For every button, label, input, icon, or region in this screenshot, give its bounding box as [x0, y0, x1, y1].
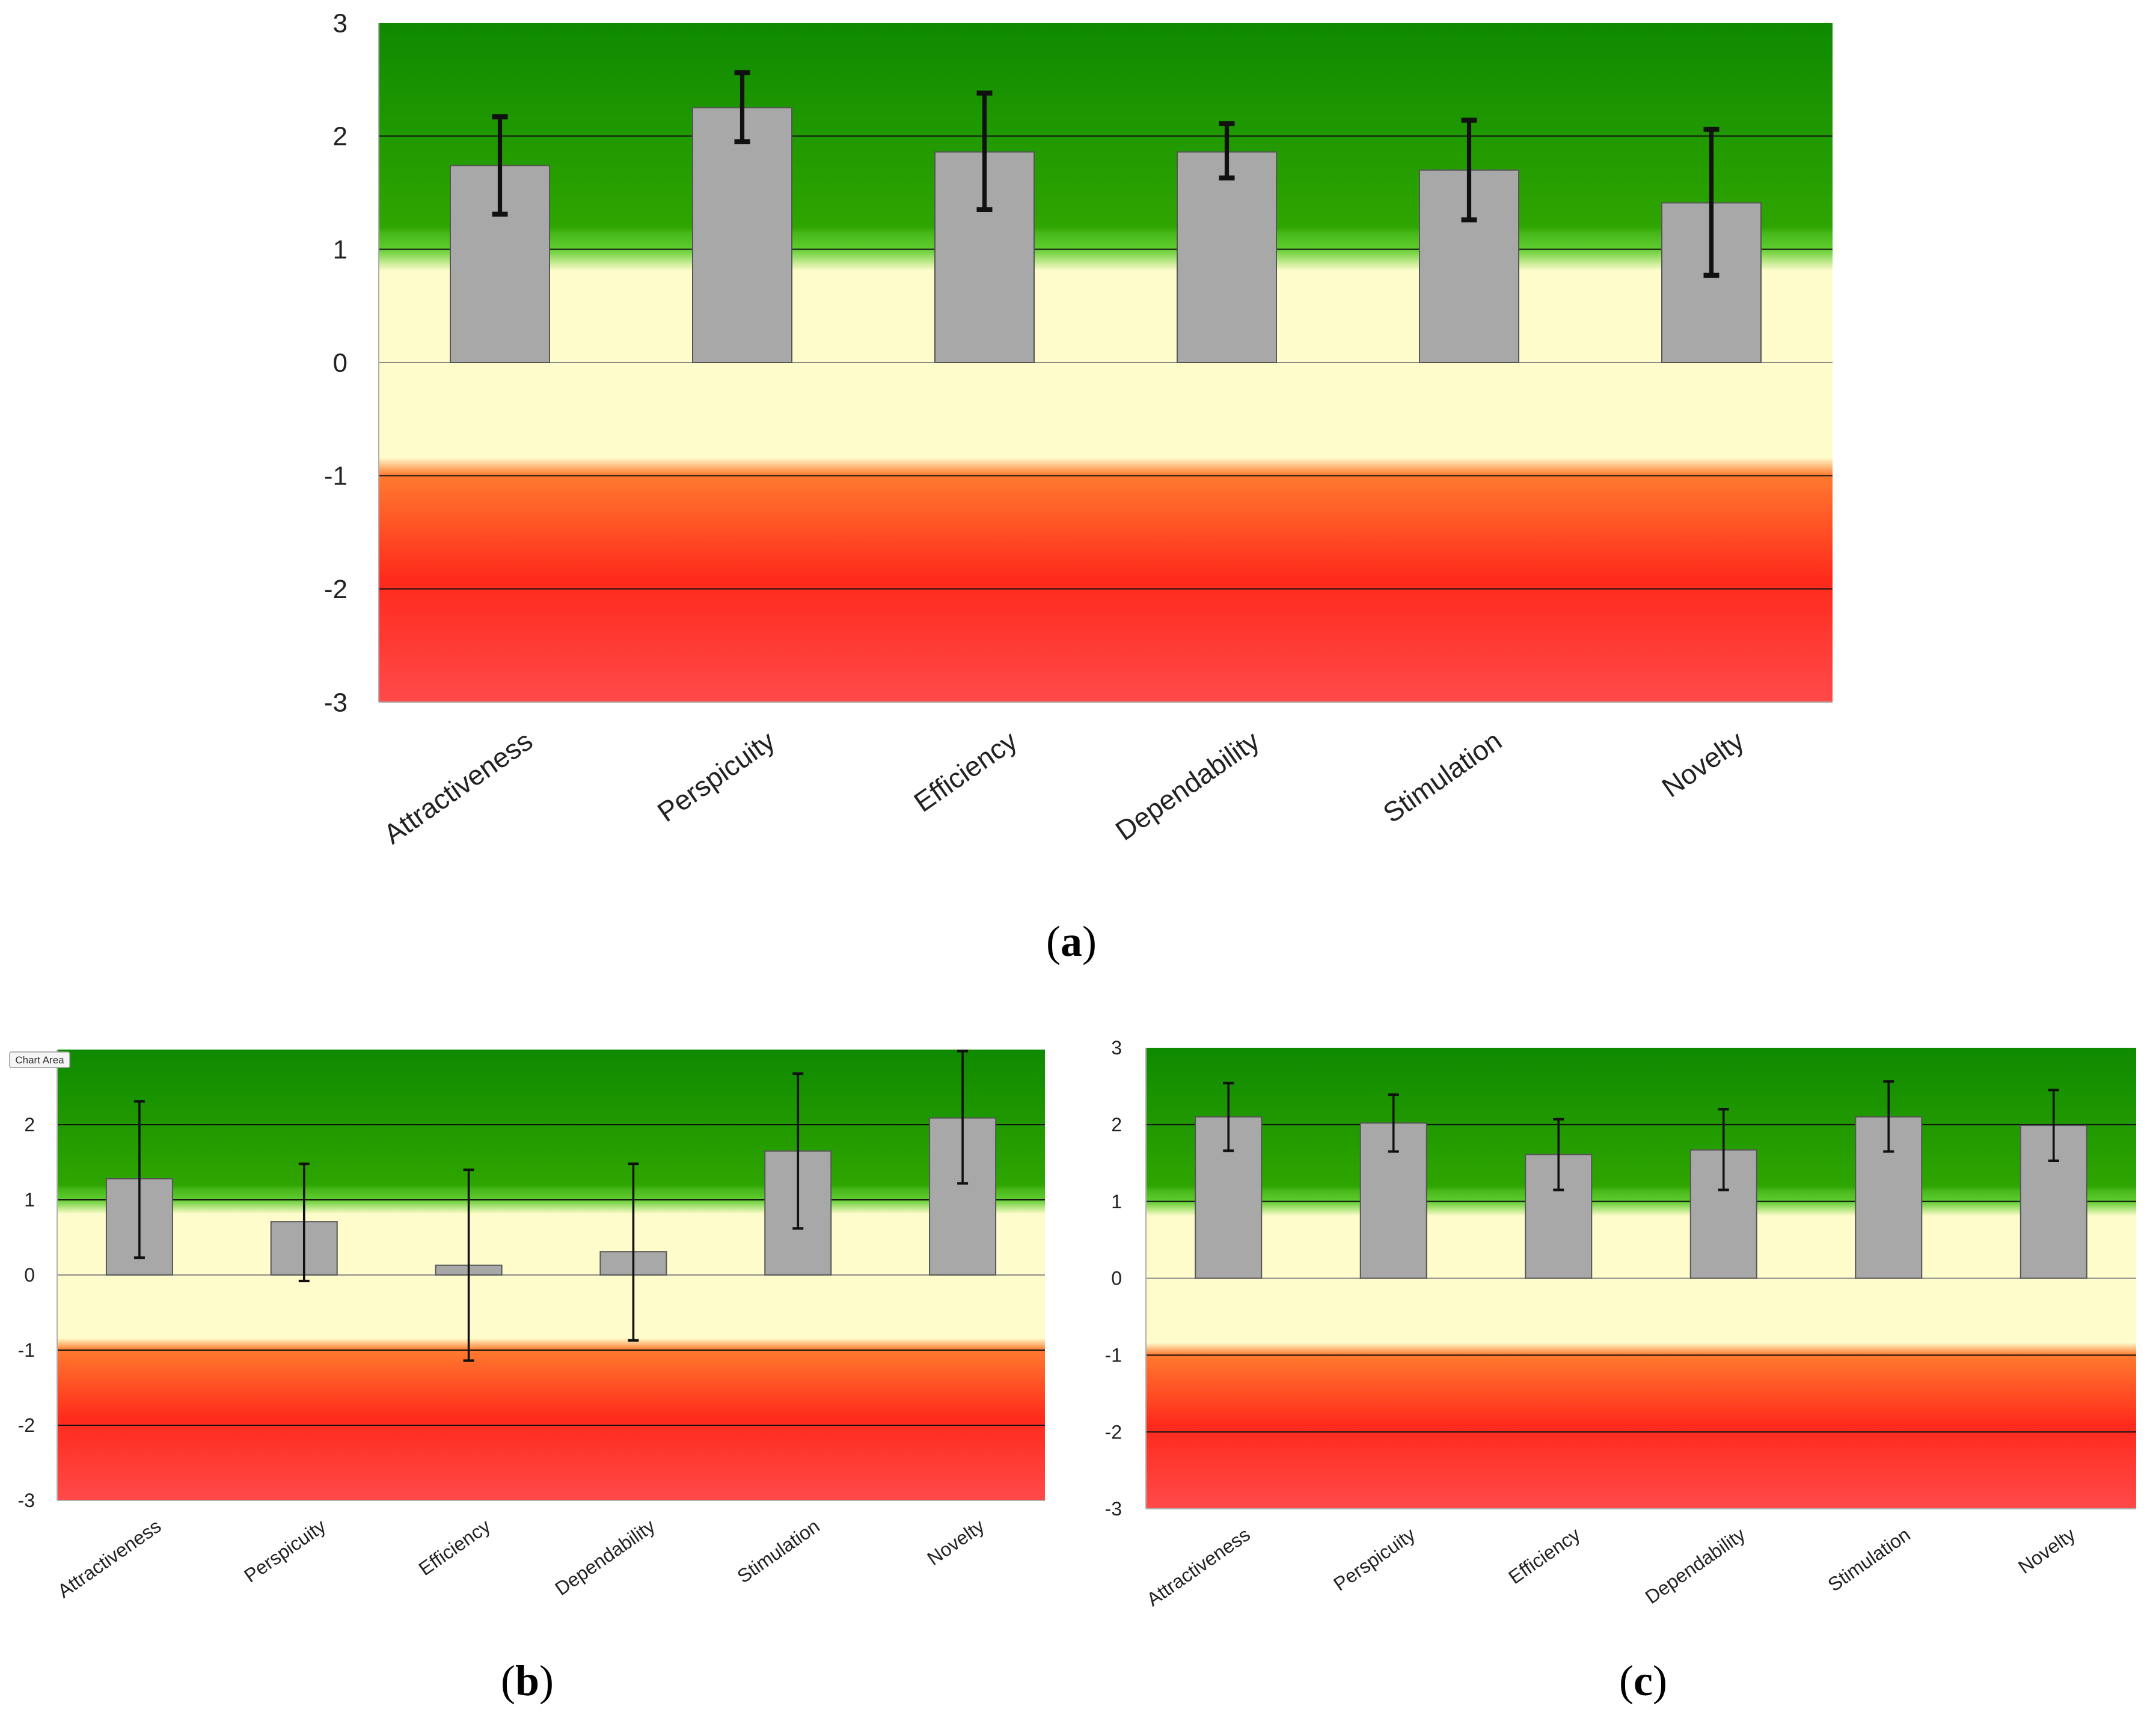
y-tick-label: 2: [333, 122, 348, 151]
y-tick-label: 2: [1111, 1114, 1122, 1136]
y-tick-label: -2: [18, 1414, 35, 1436]
y-tick-label: 0: [24, 1264, 35, 1286]
bar: [692, 107, 792, 363]
category-label: Stimulation: [1377, 725, 1507, 829]
y-tick-label: -1: [18, 1339, 35, 1361]
chart-a: 3 2 1 0 -1 -2 -3 Attractiveness Perspicuity Effic…: [324, 8, 1833, 965]
category-label: Efficiency: [908, 725, 1023, 818]
category-label: Novelty: [2014, 1523, 2079, 1578]
category-label: Attractiveness: [54, 1515, 165, 1602]
category-label: Novelty: [1656, 725, 1750, 804]
y-tick-label: 1: [24, 1189, 35, 1211]
y-tick-label: 1: [1111, 1191, 1122, 1212]
panel-label: (a): [1046, 917, 1097, 965]
chart-area-tooltip: Chart Area: [9, 1051, 70, 1068]
y-tick-label: -1: [1105, 1345, 1122, 1366]
category-label: Perspicuity: [240, 1515, 329, 1586]
chart-b: 2 1 0 -1 -2 -3 Attractiveness Perspicuity Effici…: [9, 1050, 1045, 1705]
category-label: Dependability: [551, 1515, 658, 1600]
y-tick-label: -2: [1105, 1421, 1122, 1443]
y-tick-label: -2: [324, 575, 348, 604]
y-tick-label: 1: [333, 235, 348, 264]
panel-label: (b): [501, 1657, 554, 1705]
y-tick-label: -3: [324, 688, 348, 717]
y-tick-label: -1: [324, 462, 348, 491]
category-label: Stimulation: [1824, 1523, 1914, 1595]
category-label: Efficiency: [1504, 1523, 1584, 1588]
y-tick-label: 2: [24, 1114, 35, 1136]
category-label: Novelty: [923, 1515, 988, 1570]
category-label: Efficiency: [415, 1515, 494, 1580]
bar: [1177, 151, 1277, 363]
category-label: Dependability: [1641, 1523, 1749, 1608]
category-label: Stimulation: [733, 1515, 823, 1587]
category-label: Dependability: [1110, 725, 1265, 846]
y-tick-label: -3: [18, 1490, 35, 1511]
category-label: Perspicuity: [652, 725, 780, 828]
category-label: Attractiveness: [378, 725, 538, 850]
category-label: Perspicuity: [1329, 1523, 1419, 1595]
category-label: Attractiveness: [1142, 1523, 1254, 1610]
y-tick-label: 0: [333, 348, 348, 378]
y-tick-label: 3: [1111, 1037, 1122, 1059]
y-tick-label: 0: [1111, 1268, 1122, 1289]
chart-area-tooltip-text: Chart Area: [15, 1054, 64, 1066]
y-tick-label: 3: [333, 8, 348, 38]
panel-label: (c): [1619, 1657, 1667, 1705]
chart-c: 3 2 1 0 -1 -2 -3 Attractiveness Perspicuity Effic…: [1105, 1037, 2136, 1705]
y-tick-label: -3: [1105, 1498, 1122, 1520]
